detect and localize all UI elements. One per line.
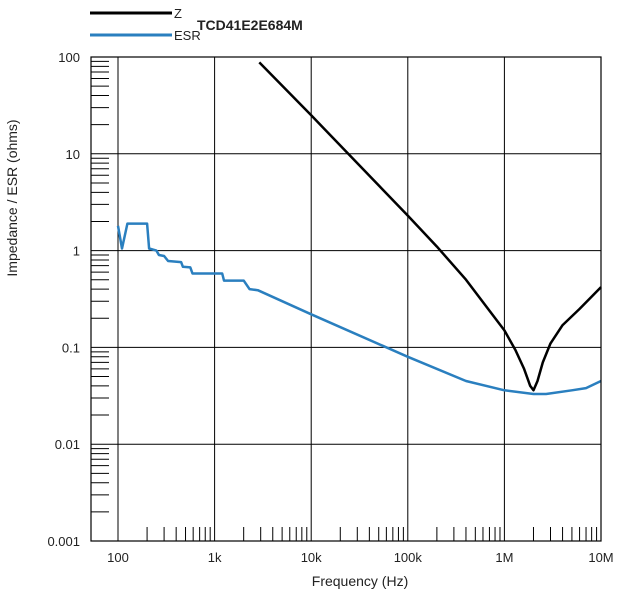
y-axis-label: Impedance / ESR (ohms) xyxy=(4,119,20,276)
x-tick-label: 1M xyxy=(495,550,513,565)
x-tick-label: 10M xyxy=(588,550,613,565)
x-tick-label: 100k xyxy=(394,550,423,565)
series-line-esr xyxy=(116,222,602,396)
x-tick-label: 100 xyxy=(107,550,129,565)
y-tick-label: 0.001 xyxy=(47,534,80,549)
x-tick-label: 1k xyxy=(208,550,222,565)
plot-frame xyxy=(90,56,602,542)
y-tick-label: 0.1 xyxy=(62,340,80,355)
series-line-z xyxy=(258,61,602,392)
tick-label-layer: 100 1k 10k 100k 1M 10M 100 10 1 0.1 0.01 0.001 xyxy=(47,50,613,565)
grid-layer xyxy=(91,56,602,542)
chart-title: TCD41E2E684M xyxy=(197,17,303,33)
minor-tick-layer xyxy=(91,60,598,541)
x-tick-label: 10k xyxy=(301,550,322,565)
y-tick-label: 100 xyxy=(58,50,80,65)
y-tick-label: 10 xyxy=(66,147,80,162)
y-tick-label: 0.01 xyxy=(55,437,80,452)
series-layer xyxy=(116,61,602,396)
y-tick-label: 1 xyxy=(73,244,80,259)
legend-label-esr: ESR xyxy=(174,28,201,43)
legend-label-z: Z xyxy=(174,6,182,21)
legend: Z ESR xyxy=(90,6,201,43)
x-axis-label: Frequency (Hz) xyxy=(312,573,408,589)
